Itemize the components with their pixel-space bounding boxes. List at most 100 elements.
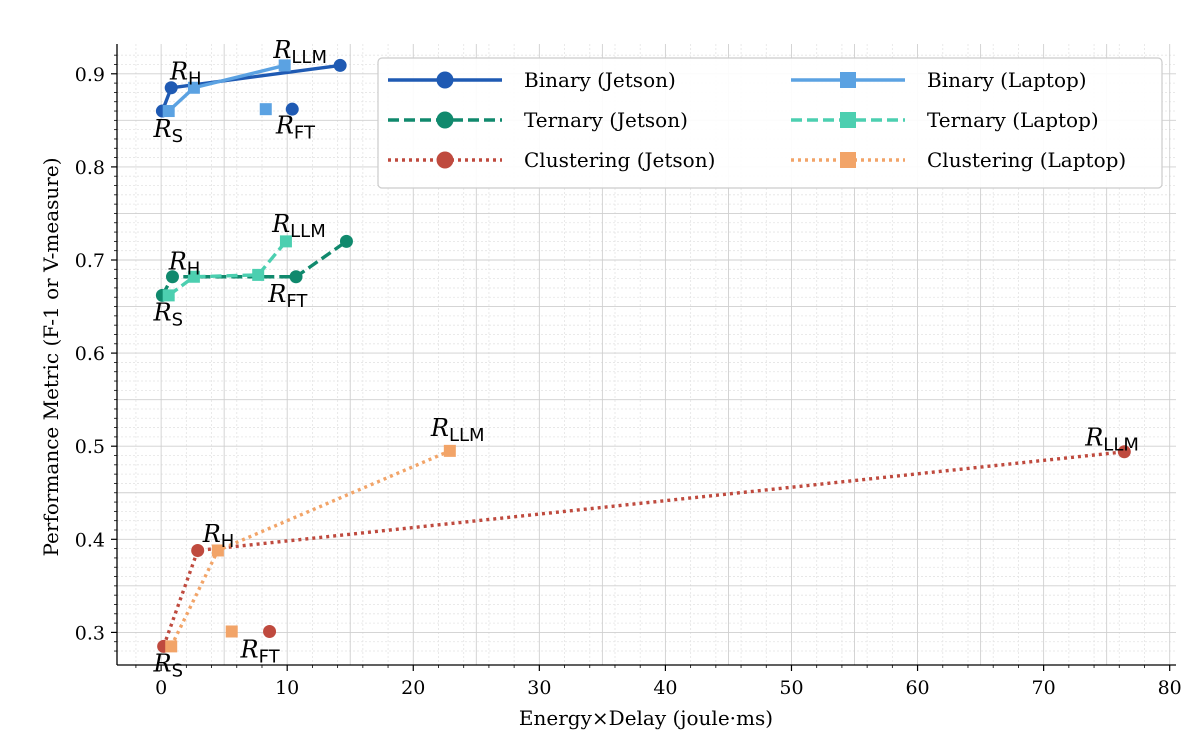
point-annotation: RH xyxy=(169,57,202,89)
point-annotation: RLLM xyxy=(1084,423,1139,455)
series-clustering-laptop xyxy=(165,444,456,653)
legend-entry: Ternary (Jetson) xyxy=(388,108,688,132)
annotation-subscript: H xyxy=(188,68,202,89)
data-point xyxy=(225,625,238,638)
series-line xyxy=(162,450,1125,647)
annotation-symbol: R xyxy=(153,650,172,678)
series-ternary-laptop xyxy=(162,235,292,302)
annotation-subscript: FT xyxy=(286,291,308,312)
annotation-subscript: LLM xyxy=(291,47,327,68)
y-tick-label: 0.5 xyxy=(75,436,105,458)
data-point xyxy=(162,289,175,302)
legend-label: Ternary (Laptop) xyxy=(927,108,1099,132)
annotation-symbol: R xyxy=(168,247,187,275)
legend-label: Ternary (Jetson) xyxy=(524,108,688,132)
point-annotation: RFT xyxy=(275,111,316,143)
y-tick-label: 0.8 xyxy=(75,157,105,179)
y-tick-label: 0.7 xyxy=(75,250,105,272)
point-annotation: RH xyxy=(202,520,235,552)
annotation-subscript: FT xyxy=(259,647,281,668)
legend: Binary (Jetson) Binary (Laptop) Ternary (J… xyxy=(377,57,1163,189)
point-annotation: RLLM xyxy=(272,36,327,68)
data-point xyxy=(164,81,178,95)
y-axis-label: Performance Metric (F-1 or V-measure) xyxy=(39,157,63,556)
legend-entry: Ternary (Laptop) xyxy=(791,108,1099,132)
annotation-subscript: LLM xyxy=(290,221,326,242)
data-point xyxy=(211,544,224,557)
point-annotation: RS xyxy=(153,299,184,331)
x-tick-label: 20 xyxy=(401,677,425,699)
y-tick-label: 0.4 xyxy=(75,529,105,551)
data-point xyxy=(279,235,292,248)
legend-box xyxy=(377,57,1163,189)
annotation-symbol: R xyxy=(272,36,291,64)
series-binary-laptop xyxy=(162,59,291,118)
legend-marker xyxy=(840,152,856,168)
data-point xyxy=(263,624,277,638)
annotation-subscript: S xyxy=(172,126,183,147)
annotation-symbol: R xyxy=(240,636,259,664)
legend-marker xyxy=(840,112,856,128)
data-point xyxy=(165,640,178,653)
annotation-subscript: LLM xyxy=(1103,434,1139,455)
data-point xyxy=(187,81,200,94)
point-annotation: RS xyxy=(153,650,184,682)
data-point xyxy=(443,444,456,457)
legend-label: Binary (Jetson) xyxy=(524,68,676,92)
annotation-subscript: S xyxy=(172,310,183,331)
point-annotation: RS xyxy=(153,115,184,147)
annotation-subscript: H xyxy=(221,531,235,552)
data-point xyxy=(285,102,299,116)
x-tick-label: 80 xyxy=(1158,677,1182,699)
point-annotation: RH xyxy=(168,247,201,279)
data-point xyxy=(289,270,303,284)
y-tick-label: 0.9 xyxy=(75,64,105,86)
annotation-subscript: FT xyxy=(294,122,316,143)
annotation-symbol: R xyxy=(267,280,286,308)
x-tick-label: 0 xyxy=(155,677,167,699)
annotation-subscript: H xyxy=(187,258,201,279)
legend-label: Clustering (Jetson) xyxy=(524,148,715,172)
data-point xyxy=(162,105,175,118)
annotation-symbol: R xyxy=(153,299,172,327)
annotation-symbol: R xyxy=(1084,423,1103,451)
annotation-subscript: LLM xyxy=(449,425,485,446)
annotation-symbol: R xyxy=(271,210,290,238)
series-line xyxy=(167,240,288,297)
legend-marker xyxy=(436,151,454,169)
y-tick-label: 0.6 xyxy=(75,343,105,365)
x-axis-label: Energy×Delay (joule·ms) xyxy=(519,706,773,730)
legend-marker xyxy=(436,71,454,89)
legend-marker xyxy=(436,111,454,129)
legend-marker xyxy=(840,72,856,88)
data-point xyxy=(165,270,179,284)
data-point xyxy=(278,59,291,72)
annotation-symbol: R xyxy=(202,520,221,548)
annotation-symbol: R xyxy=(153,115,172,143)
annotation-subscript: S xyxy=(172,661,183,682)
x-tick-label: 30 xyxy=(527,677,551,699)
plot-area xyxy=(155,58,1131,653)
legend-entry: Clustering (Jetson) xyxy=(388,148,715,172)
series-clustering-jetson xyxy=(157,445,1131,653)
data-point xyxy=(339,234,353,248)
data-point xyxy=(333,58,347,72)
x-tick-label: 10 xyxy=(275,677,299,699)
point-annotation: RFT xyxy=(240,636,281,668)
legend-label: Binary (Laptop) xyxy=(927,68,1087,92)
legend-entry: Binary (Laptop) xyxy=(791,68,1087,92)
annotation-symbol: R xyxy=(275,111,294,139)
point-annotation: RLLM xyxy=(430,414,485,446)
legend-label: Clustering (Laptop) xyxy=(927,148,1126,172)
axes: 0 10 20 30 40 50 60 70 80 0.3 0.4 0.5 0.6 0.7 0.8 0.9 xyxy=(75,44,1182,699)
point-annotation: RLLM xyxy=(271,210,326,242)
legend-entry: Clustering (Laptop) xyxy=(791,148,1126,172)
y-tick-label: 0.3 xyxy=(75,622,105,644)
data-point xyxy=(259,103,272,116)
data-point xyxy=(1117,445,1131,459)
point-annotation: RFT xyxy=(267,280,308,312)
x-tick-label: 70 xyxy=(1032,677,1056,699)
legend-entry: Binary (Jetson) xyxy=(388,68,676,92)
